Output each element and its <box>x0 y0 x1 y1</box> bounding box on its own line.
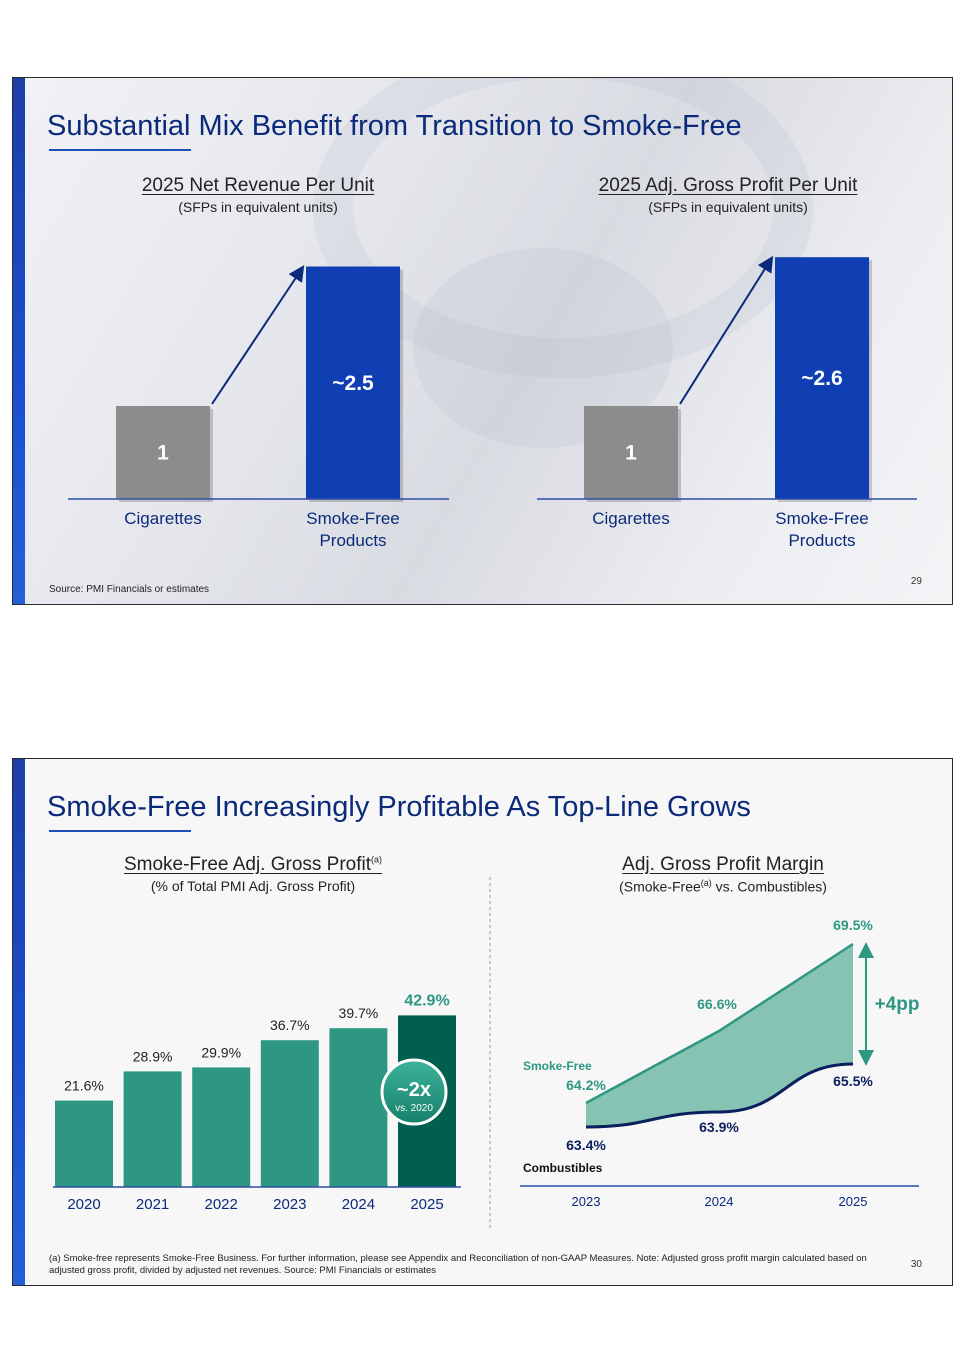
page-number: 30 <box>910 1259 922 1270</box>
bar-value-label: 36.7% <box>270 1017 310 1033</box>
growth-badge <box>380 1058 448 1126</box>
bar-smoke-free <box>306 266 400 499</box>
subtitle-part: (Smoke-Free <box>619 878 701 895</box>
year-label: 2022 <box>205 1196 238 1213</box>
bar-2024 <box>329 1028 388 1187</box>
profitability-charts: 21.6% 2020 28.9% 2021 29.9% 2022 36.7% 2023 39.7… <box>53 877 920 1229</box>
chart-header-gross-profit: 2025 Adj. Gross Profit Per Unit (SFPs in… <box>568 175 888 215</box>
title-underline <box>49 149 191 151</box>
bar-cigarettes <box>584 406 678 499</box>
data-label-combustibles: 65.5% <box>833 1073 873 1089</box>
combustibles-line <box>585 1062 854 1129</box>
category-label: Cigarettes <box>124 509 201 528</box>
year-label: 2023 <box>572 1194 601 1209</box>
bar-value-label: 28.9% <box>133 1048 173 1064</box>
bar-value-label: 1 <box>625 442 637 465</box>
badge-sub-label: vs. 2020 <box>395 1103 433 1114</box>
smoke-free-line <box>585 942 854 1105</box>
chart-title: 2025 Net Revenue Per Unit <box>141 175 375 196</box>
gap-label: +4pp <box>875 994 920 1015</box>
bar-value-label: 21.6% <box>64 1078 104 1094</box>
category-label: Smoke-Free <box>306 509 400 528</box>
chart-header-net-revenue: 2025 Net Revenue Per Unit (SFPs in equiv… <box>108 175 408 215</box>
bar-smoke-free <box>775 257 869 499</box>
bar-value-label: 39.7% <box>339 1005 379 1021</box>
data-label-smoke-free: 64.2% <box>566 1077 606 1093</box>
year-label: 2023 <box>273 1196 306 1213</box>
series-label-smoke-free: Smoke-Free <box>523 1059 592 1073</box>
accent-bar <box>13 78 25 604</box>
bar-cigarettes <box>116 406 210 499</box>
slide-29: Substantial Mix Benefit from Transition … <box>12 77 953 605</box>
data-label-smoke-free: 66.6% <box>697 996 737 1012</box>
slide-title: Substantial Mix Benefit from Transition … <box>47 110 742 142</box>
growth-arrow <box>211 265 305 405</box>
data-label-smoke-free: 69.5% <box>833 917 873 933</box>
growth-arrow <box>679 255 774 405</box>
year-label: 2025 <box>839 1194 868 1209</box>
year-label: 2024 <box>705 1194 734 1209</box>
subtitle-part: vs. Combustibles) <box>711 878 827 895</box>
title-underline <box>49 830 191 832</box>
footnote: (a) Smoke-free represents Smoke-Free Bus… <box>49 1253 867 1276</box>
data-label-combustibles: 63.4% <box>566 1137 606 1153</box>
bar-value-label: 42.9% <box>404 992 449 1009</box>
chart-title-footnote-marker: (a) <box>371 854 383 865</box>
year-label: 2024 <box>342 1196 375 1213</box>
per-unit-charts: 1 Cigarettes ~2.5 Smoke-Free Products 1 Cigare… <box>68 255 917 550</box>
bar-2020 <box>55 1100 113 1187</box>
page-number: 29 <box>910 576 922 587</box>
chart-subtitle: (SFPs in equivalent units) <box>648 199 808 215</box>
bar-2023 <box>260 1040 319 1187</box>
data-label-combustibles: 63.9% <box>699 1119 739 1135</box>
bar-value-label: 29.9% <box>201 1044 241 1060</box>
year-label: 2021 <box>136 1196 169 1213</box>
chart-title-text: Smoke-Free Adj. Gross Profit <box>123 854 372 875</box>
category-label: Products <box>788 531 855 550</box>
chart-title: Adj. Gross Profit Margin <box>622 854 824 875</box>
margin-gap-area <box>586 944 853 1127</box>
slide-title: Smoke-Free Increasingly Profitable As To… <box>47 791 751 823</box>
slide-30: Smoke-Free Increasingly Profitable As To… <box>12 758 953 1286</box>
category-label: Cigarettes <box>592 509 669 528</box>
accent-bar <box>13 759 25 1285</box>
chart-subtitle: (Smoke-Free(a) vs. Combustibles) <box>573 878 873 895</box>
series-label-combustibles: Combustibles <box>523 1161 603 1175</box>
badge-main-label: ~2x <box>397 1079 431 1101</box>
chart-subtitle: (% of Total PMI Adj. Gross Profit) <box>150 878 356 894</box>
year-label: 2025 <box>410 1196 443 1213</box>
bar-value-label: 1 <box>157 442 169 465</box>
bar-value-label: ~2.6 <box>801 367 842 390</box>
chart-header-smoke-free-profit: Smoke-Free Adj. Gross Profit(a) (% of To… <box>98 854 408 894</box>
bar-value-label: ~2.5 <box>332 372 374 395</box>
chart-subtitle: (SFPs in equivalent units) <box>178 199 338 215</box>
bar-2021 <box>123 1071 182 1187</box>
chart-title: Smoke-Free Adj. Gross Profit(a) <box>98 854 408 876</box>
year-label: 2020 <box>67 1196 100 1213</box>
category-label: Products <box>319 531 386 550</box>
category-label: Smoke-Free <box>775 509 869 528</box>
chart-header-margin: Adj. Gross Profit Margin (Smoke-Free(a) … <box>573 854 873 895</box>
bar-2022 <box>192 1067 251 1187</box>
subtitle-footnote-marker: (a) <box>700 878 712 888</box>
chart-title: 2025 Adj. Gross Profit Per Unit <box>598 175 858 196</box>
source-note: Source: PMI Financials or estimates <box>49 584 210 595</box>
